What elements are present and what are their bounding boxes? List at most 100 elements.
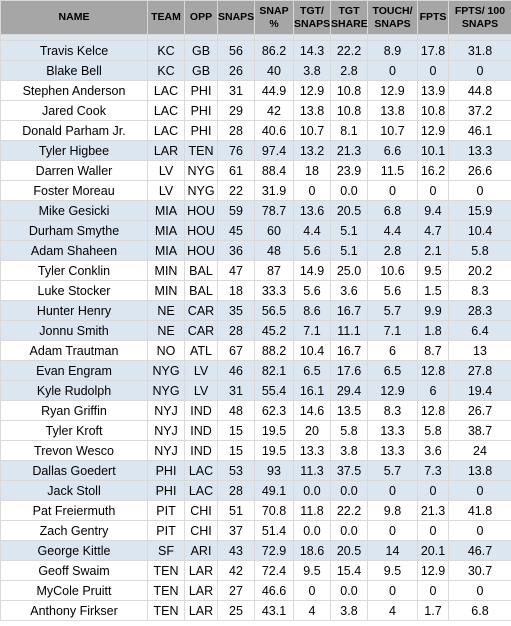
cell-snaps: 61 bbox=[217, 160, 255, 181]
cell-team: LV bbox=[147, 180, 185, 201]
table-row: Adam Shaheen MIA HOU 36 48 5.6 5.1 2.8 2.1 5.8 bbox=[0, 240, 511, 261]
table-row: Evan Engram NYG LV 46 82.1 6.5 17.6 6.5 12.8 27.8 bbox=[0, 360, 511, 381]
cell-team: NYJ bbox=[147, 440, 185, 461]
cell-snaps: 26 bbox=[217, 60, 255, 81]
cell-name: Tyler Conklin bbox=[0, 260, 148, 281]
cell-name: George Kittle bbox=[0, 540, 148, 561]
spacer-row bbox=[0, 34, 511, 41]
cell-opp: NYG bbox=[184, 180, 218, 201]
table-row: Tyler Conklin MIN BAL 47 87 14.9 25.0 10.6 9.5 20… bbox=[0, 260, 511, 281]
cell-touch-per-snaps: 12.9 bbox=[367, 80, 418, 101]
table-row: Jared Cook LAC PHI 29 42 13.8 10.8 13.8 10.8 37.2 bbox=[0, 100, 511, 121]
cell-tgt-share: 13.5 bbox=[330, 400, 368, 421]
cell-name: Adam Trautman bbox=[0, 340, 148, 361]
cell-snap-pct: 44.9 bbox=[254, 80, 294, 101]
cell-tgt-share: 10.8 bbox=[330, 100, 368, 121]
cell-name: Darren Waller bbox=[0, 160, 148, 181]
cell-fpts-per-100-snaps: 28.3 bbox=[448, 300, 511, 321]
cell-snap-pct: 49.1 bbox=[254, 480, 294, 501]
column-header-fpts-per-100-snaps: FPTS/ 100 SNAPS bbox=[448, 0, 511, 35]
cell-name: MyCole Pruitt bbox=[0, 580, 148, 601]
cell-tgt-per-snaps: 11.3 bbox=[293, 460, 331, 481]
cell-team: NYJ bbox=[147, 420, 185, 441]
table-row: Stephen Anderson LAC PHI 31 44.9 12.9 10.8 12.9… bbox=[0, 80, 511, 101]
cell-tgt-per-snaps: 13.2 bbox=[293, 140, 331, 161]
cell-tgt-share: 21.3 bbox=[330, 140, 368, 161]
cell-opp: HOU bbox=[184, 200, 218, 221]
cell-touch-per-snaps: 0 bbox=[367, 180, 418, 201]
cell-fpts: 6 bbox=[417, 380, 449, 401]
cell-opp: PHI bbox=[184, 100, 218, 121]
cell-name: Pat Freiermuth bbox=[0, 500, 148, 521]
cell-fpts-per-100-snaps: 41.8 bbox=[448, 500, 511, 521]
cell-tgt-share: 17.6 bbox=[330, 360, 368, 381]
column-header-fpts: FPTS bbox=[417, 0, 449, 35]
cell-snap-pct: 97.4 bbox=[254, 140, 294, 161]
cell-touch-per-snaps: 5.7 bbox=[367, 460, 418, 481]
cell-tgt-share: 5.8 bbox=[330, 420, 368, 441]
cell-name: Ryan Griffin bbox=[0, 400, 148, 421]
cell-fpts: 0 bbox=[417, 580, 449, 601]
cell-fpts-per-100-snaps: 0 bbox=[448, 180, 511, 201]
cell-opp: HOU bbox=[184, 240, 218, 261]
cell-fpts-per-100-snaps: 10.4 bbox=[448, 220, 511, 241]
cell-team: LV bbox=[147, 160, 185, 181]
cell-snap-pct: 40 bbox=[254, 60, 294, 81]
cell-snaps: 22 bbox=[217, 180, 255, 201]
cell-fpts-per-100-snaps: 27.8 bbox=[448, 360, 511, 381]
cell-touch-per-snaps: 9.8 bbox=[367, 500, 418, 521]
column-header-name: NAME bbox=[0, 0, 148, 35]
cell-snap-pct: 43.1 bbox=[254, 600, 294, 621]
cell-snap-pct: 72.4 bbox=[254, 560, 294, 581]
cell-opp: CHI bbox=[184, 520, 218, 541]
cell-snap-pct: 19.5 bbox=[254, 420, 294, 441]
cell-touch-per-snaps: 12.9 bbox=[367, 380, 418, 401]
cell-name: Geoff Swaim bbox=[0, 560, 148, 581]
cell-tgt-per-snaps: 0.0 bbox=[293, 480, 331, 501]
cell-fpts: 12.9 bbox=[417, 120, 449, 141]
cell-name: Luke Stocker bbox=[0, 280, 148, 301]
cell-snaps: 15 bbox=[217, 440, 255, 461]
cell-opp: LV bbox=[184, 380, 218, 401]
cell-tgt-share: 16.7 bbox=[330, 340, 368, 361]
cell-snaps: 15 bbox=[217, 420, 255, 441]
cell-opp: ATL bbox=[184, 340, 218, 361]
cell-opp: BAL bbox=[184, 260, 218, 281]
cell-touch-per-snaps: 0 bbox=[367, 60, 418, 81]
cell-tgt-share: 0.0 bbox=[330, 180, 368, 201]
cell-touch-per-snaps: 8.9 bbox=[367, 40, 418, 61]
cell-tgt-share: 22.2 bbox=[330, 40, 368, 61]
cell-tgt-per-snaps: 4.4 bbox=[293, 220, 331, 241]
cell-touch-per-snaps: 6.8 bbox=[367, 200, 418, 221]
cell-tgt-per-snaps: 0.0 bbox=[293, 520, 331, 541]
cell-tgt-per-snaps: 0 bbox=[293, 580, 331, 601]
table-row: Dallas Goedert PHI LAC 53 93 11.3 37.5 5.7 7.3 13… bbox=[0, 460, 511, 481]
cell-team: LAC bbox=[147, 100, 185, 121]
cell-touch-per-snaps: 13.3 bbox=[367, 440, 418, 461]
cell-name: Dallas Goedert bbox=[0, 460, 148, 481]
table-row: Travis Kelce KC GB 56 86.2 14.3 22.2 8.9 17.8 31.… bbox=[0, 40, 511, 61]
cell-tgt-per-snaps: 14.3 bbox=[293, 40, 331, 61]
cell-fpts-per-100-snaps: 0 bbox=[448, 580, 511, 601]
cell-fpts-per-100-snaps: 24 bbox=[448, 440, 511, 461]
cell-touch-per-snaps: 10.7 bbox=[367, 120, 418, 141]
cell-fpts: 16.2 bbox=[417, 160, 449, 181]
cell-tgt-per-snaps: 5.6 bbox=[293, 280, 331, 301]
cell-fpts: 0 bbox=[417, 520, 449, 541]
cell-fpts-per-100-snaps: 20.2 bbox=[448, 260, 511, 281]
cell-snap-pct: 40.6 bbox=[254, 120, 294, 141]
cell-tgt-per-snaps: 9.5 bbox=[293, 560, 331, 581]
cell-team: KC bbox=[147, 60, 185, 81]
cell-opp: HOU bbox=[184, 220, 218, 241]
cell-name: Adam Shaheen bbox=[0, 240, 148, 261]
cell-fpts-per-100-snaps: 15.9 bbox=[448, 200, 511, 221]
cell-fpts: 9.5 bbox=[417, 260, 449, 281]
cell-fpts: 0 bbox=[417, 480, 449, 501]
cell-name: Travis Kelce bbox=[0, 40, 148, 61]
cell-snaps: 28 bbox=[217, 120, 255, 141]
table-row: Tyler Kroft NYJ IND 15 19.5 20 5.8 13.3 5.8 38.7 bbox=[0, 420, 511, 441]
cell-fpts-per-100-snaps: 46.1 bbox=[448, 120, 511, 141]
table-row: Hunter Henry NE CAR 35 56.5 8.6 16.7 5.7 9.9 28.3 bbox=[0, 300, 511, 321]
cell-opp: NYG bbox=[184, 160, 218, 181]
cell-fpts: 0 bbox=[417, 60, 449, 81]
